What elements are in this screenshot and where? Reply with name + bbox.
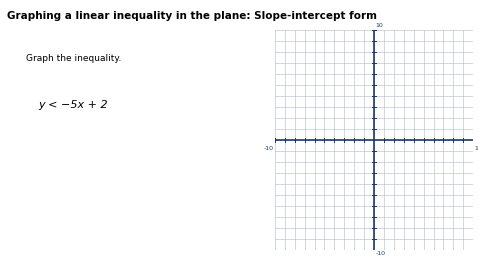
Text: 10: 10 [376,23,383,29]
Text: Graphing a linear inequality in the plane: Slope-intercept form: Graphing a linear inequality in the plan… [7,11,377,21]
Text: -10: -10 [376,251,386,256]
Text: y < −5x + 2: y < −5x + 2 [38,100,108,109]
Text: 10: 10 [475,147,478,151]
Text: -10: -10 [263,147,273,151]
Text: Graph the inequality.: Graph the inequality. [26,54,122,63]
